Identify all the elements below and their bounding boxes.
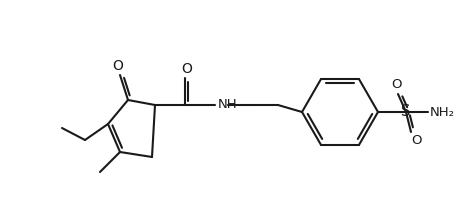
Text: S: S (401, 105, 411, 120)
Text: O: O (411, 134, 421, 148)
Text: NH: NH (218, 99, 238, 112)
Text: O: O (391, 78, 401, 92)
Text: NH₂: NH₂ (430, 106, 455, 119)
Text: O: O (182, 62, 192, 76)
Text: O: O (113, 59, 123, 73)
